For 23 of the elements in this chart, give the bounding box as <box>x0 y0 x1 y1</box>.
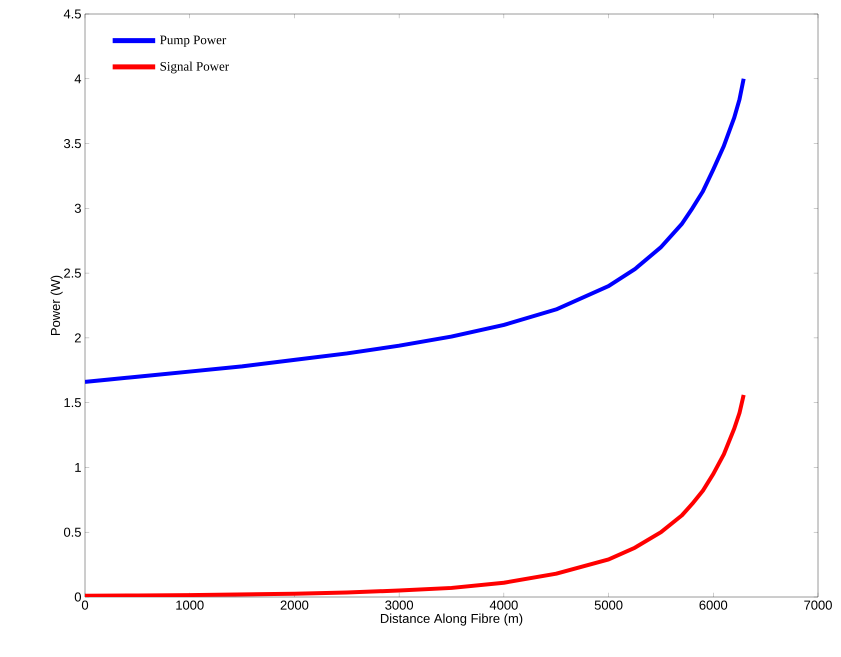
x-tick-label: 5000 <box>594 600 622 610</box>
y-tick-label: 2.5 <box>64 268 81 278</box>
y-tick-label: 1 <box>75 462 81 472</box>
y-tick-label: 2 <box>74 333 81 342</box>
x-tick-label: 2000 <box>280 600 308 610</box>
legend-label: Pump Power <box>160 36 226 47</box>
x-tick-label: 0 <box>82 600 88 610</box>
x-tick-label: 4000 <box>490 600 518 610</box>
legend-label: Signal Power <box>160 62 229 74</box>
x-tick-label: 7000 <box>804 600 832 610</box>
line-series <box>85 76 746 384</box>
y-tick-label: 3 <box>74 204 81 213</box>
y-tick-label: 0 <box>74 592 81 602</box>
y-tick-label: 0.5 <box>64 528 81 537</box>
x-tick-label: 1000 <box>176 600 204 610</box>
y-tick-label: 3.5 <box>64 138 81 148</box>
x-tick-label: 3000 <box>385 600 414 610</box>
y-tick-label: 4 <box>74 74 82 84</box>
y-tick-label: 4.5 <box>64 9 81 19</box>
y-tick-label: 1.5 <box>64 398 81 408</box>
x-axis-title: Distance Along Fibre (m) <box>380 614 522 626</box>
y-axis-title: Power (W) <box>50 276 63 336</box>
x-tick-label: 6000 <box>700 600 728 610</box>
